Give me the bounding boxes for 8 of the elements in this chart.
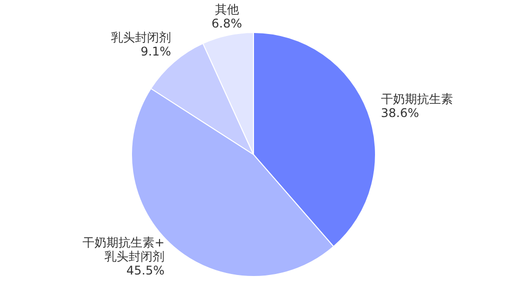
data-label: 38.6% <box>380 106 419 120</box>
data-label: 6.8% <box>212 16 242 30</box>
slice-label: 干奶期抗生素 <box>380 92 453 106</box>
data-label: 9.1% <box>140 44 172 58</box>
slice-label: 乳头封闭剂 <box>111 30 172 44</box>
data-label: 45.5% <box>126 263 165 278</box>
slice-label: 其他 <box>214 2 239 16</box>
slice-label: 干奶期抗生素+乳头封闭剂 <box>82 235 165 264</box>
